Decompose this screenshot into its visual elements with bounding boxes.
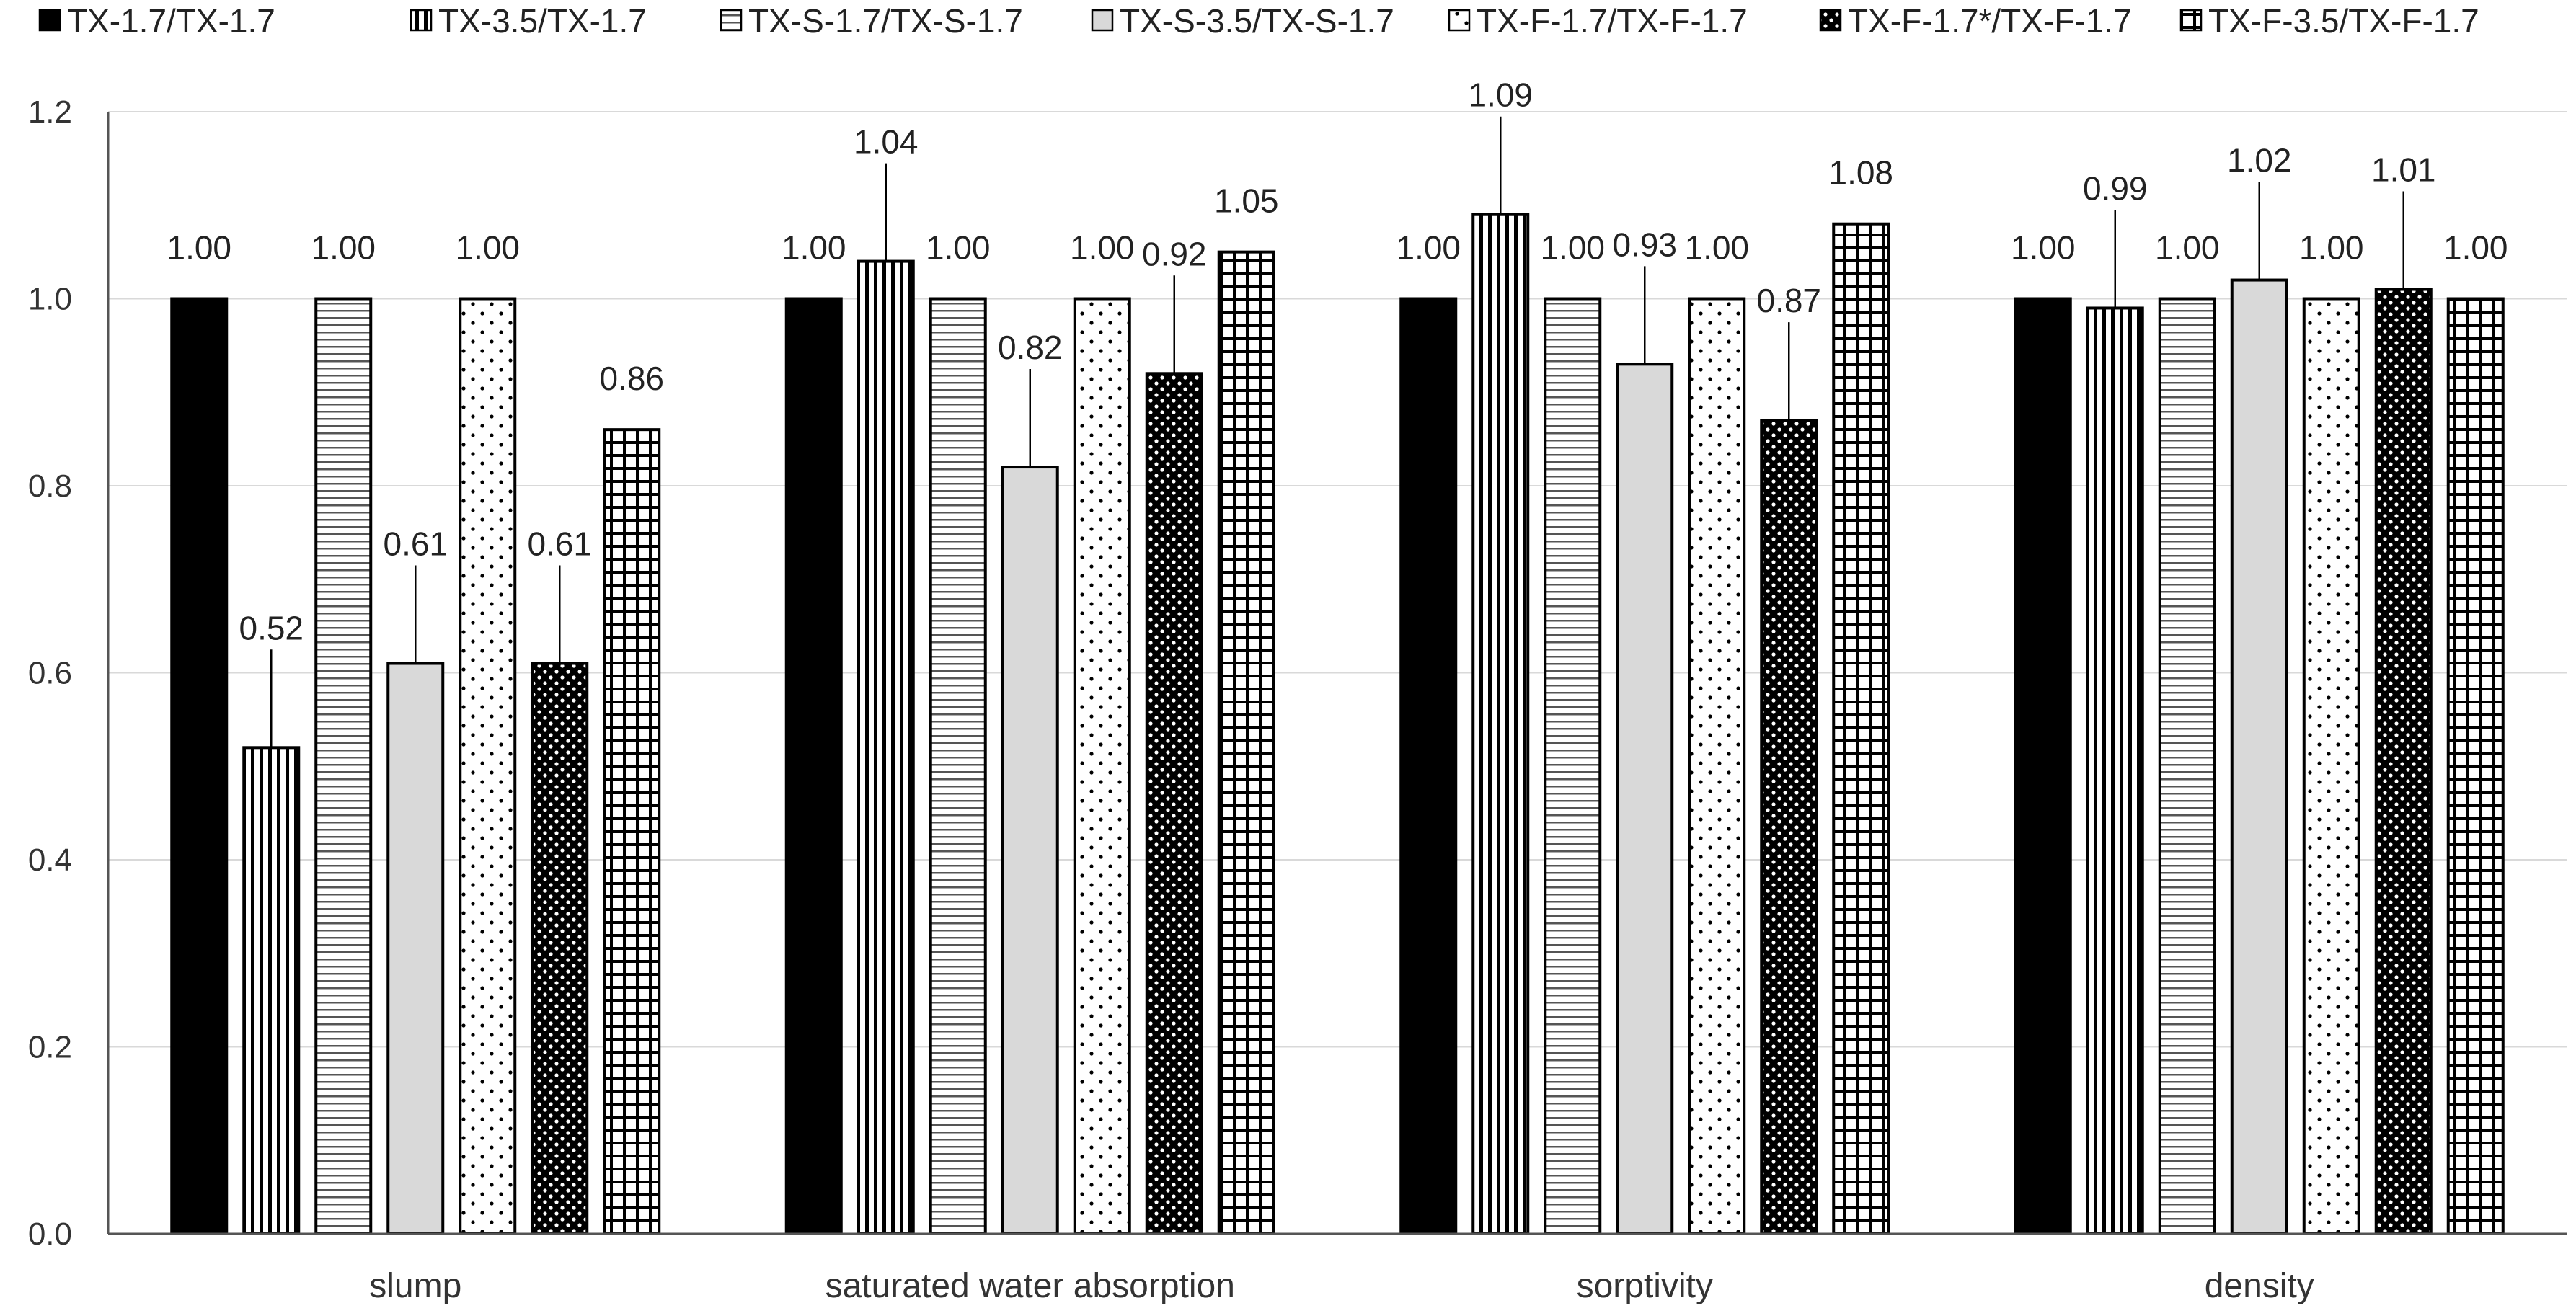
x-category-label: density bbox=[2205, 1267, 2314, 1305]
bar-density-series-6 bbox=[2374, 288, 2433, 1235]
bar-sorptivity-series-3 bbox=[1544, 297, 1602, 1235]
legend-swatch bbox=[1819, 9, 1842, 32]
legend-label: TX-F-1.7*/TX-F-1.7 bbox=[1848, 2, 2132, 40]
data-label: 1.00 bbox=[782, 229, 846, 267]
legend-swatch bbox=[720, 9, 743, 32]
data-label: 1.00 bbox=[2155, 229, 2220, 267]
bar-slump-series-1 bbox=[170, 297, 229, 1235]
bar-saturated-water-absorption-series-2 bbox=[857, 259, 915, 1236]
bar-saturated-water-absorption-series-6 bbox=[1145, 372, 1203, 1235]
data-label: 0.93 bbox=[1612, 226, 1677, 263]
data-label: 1.01 bbox=[2371, 151, 2436, 189]
bar-sorptivity-series-6 bbox=[1760, 419, 1818, 1235]
gridlines bbox=[108, 111, 2567, 1048]
data-label: 0.61 bbox=[527, 525, 592, 563]
bar-saturated-water-absorption-series-5 bbox=[1073, 297, 1131, 1235]
legend-label: TX-S-3.5/TX-S-1.7 bbox=[1120, 2, 1394, 40]
data-label: 1.00 bbox=[1540, 229, 1605, 267]
y-tick-label: 0.8 bbox=[28, 468, 72, 504]
data-label: 1.05 bbox=[1214, 182, 1279, 220]
data-label: 0.92 bbox=[1142, 235, 1207, 272]
y-tick-label: 0.4 bbox=[28, 842, 72, 878]
bar-slump-series-6 bbox=[531, 662, 589, 1235]
y-tick-label: 1.0 bbox=[28, 282, 72, 317]
legend-label: TX-3.5/TX-1.7 bbox=[438, 2, 647, 40]
legend-label: TX-F-1.7/TX-F-1.7 bbox=[1477, 2, 1748, 40]
legend-label: TX-F-3.5/TX-F-1.7 bbox=[2208, 2, 2479, 40]
data-label: 1.00 bbox=[2299, 229, 2364, 267]
data-label: 1.00 bbox=[926, 229, 991, 267]
data-label: 1.00 bbox=[1070, 229, 1135, 267]
data-label: 1.02 bbox=[2227, 142, 2292, 179]
data-label: 1.00 bbox=[1684, 229, 1749, 267]
legend-swatch bbox=[1091, 9, 1114, 32]
data-label: 0.82 bbox=[998, 329, 1063, 366]
axes: 0.0 0.2 0.4 0.6 0.8 1.0 1.2 slump saturated wate… bbox=[28, 94, 2567, 1305]
bar-density-series-7 bbox=[2446, 297, 2505, 1235]
data-label: 1.00 bbox=[167, 229, 231, 267]
legend-swatch bbox=[2179, 9, 2203, 32]
data-label: 0.61 bbox=[383, 525, 448, 563]
bar-sorptivity-series-7 bbox=[1832, 222, 1890, 1236]
legend-swatch bbox=[38, 9, 61, 32]
legend-swatch bbox=[1448, 9, 1471, 32]
data-label: 0.52 bbox=[239, 609, 304, 646]
data-label: 0.99 bbox=[2083, 169, 2148, 207]
legend-label: TX-1.7/TX-1.7 bbox=[67, 2, 275, 40]
bar-density-series-5 bbox=[2302, 297, 2360, 1235]
bar-density-series-2 bbox=[2086, 306, 2144, 1236]
bar-saturated-water-absorption-series-4 bbox=[1001, 466, 1059, 1235]
x-category-label: sorptivity bbox=[1577, 1267, 1713, 1305]
bar-saturated-water-absorption-series-7 bbox=[1217, 250, 1275, 1235]
bar-sorptivity-series-4 bbox=[1616, 363, 1674, 1236]
bar-density-series-4 bbox=[2230, 278, 2288, 1235]
legend-label: TX-S-1.7/TX-S-1.7 bbox=[748, 2, 1023, 40]
bar-slump-series-2 bbox=[242, 746, 301, 1236]
y-tick-label: 1.2 bbox=[28, 94, 72, 130]
bar-slump-series-3 bbox=[314, 297, 373, 1235]
data-label: 1.00 bbox=[2011, 229, 2076, 267]
data-label: 1.00 bbox=[2443, 229, 2508, 267]
data-label: 0.86 bbox=[599, 360, 664, 397]
data-label: 1.00 bbox=[455, 229, 520, 267]
bar-sorptivity-series-2 bbox=[1471, 213, 1530, 1236]
bar-density-series-1 bbox=[2014, 297, 2072, 1235]
data-labels: 1.00 0.52 1.00 0.61 1.00 0.61 0.86 1.00 1.04 1.00… bbox=[167, 76, 2508, 748]
bars bbox=[170, 213, 2505, 1236]
bar-saturated-water-absorption-series-1 bbox=[784, 297, 843, 1235]
y-tick-label: 0.0 bbox=[28, 1217, 72, 1252]
bar-sorptivity-series-1 bbox=[1399, 297, 1458, 1235]
data-label: 1.00 bbox=[1396, 229, 1461, 267]
x-category-label: saturated water absorption bbox=[826, 1267, 1235, 1305]
bar-saturated-water-absorption-series-3 bbox=[929, 297, 987, 1235]
x-category-label: slump bbox=[369, 1267, 461, 1305]
bar-slump-series-5 bbox=[459, 297, 517, 1235]
data-label: 1.08 bbox=[1828, 154, 1893, 192]
bar-slump-series-7 bbox=[603, 428, 661, 1235]
data-label: 1.00 bbox=[311, 229, 376, 267]
y-tick-label: 0.2 bbox=[28, 1030, 72, 1065]
data-label: 1.09 bbox=[1468, 76, 1533, 114]
bar-density-series-3 bbox=[2158, 297, 2216, 1235]
bar-slump-series-4 bbox=[386, 662, 445, 1235]
y-tick-label: 0.6 bbox=[28, 656, 72, 691]
data-label: 1.04 bbox=[854, 123, 919, 161]
legend-swatch bbox=[410, 9, 433, 32]
data-label: 0.87 bbox=[1756, 282, 1821, 319]
bar-sorptivity-series-5 bbox=[1688, 297, 1746, 1235]
legend: TX-1.7/TX-1.7 TX-3.5/TX-1.7 TX-S-1.7/TX-S-… bbox=[38, 2, 2479, 40]
